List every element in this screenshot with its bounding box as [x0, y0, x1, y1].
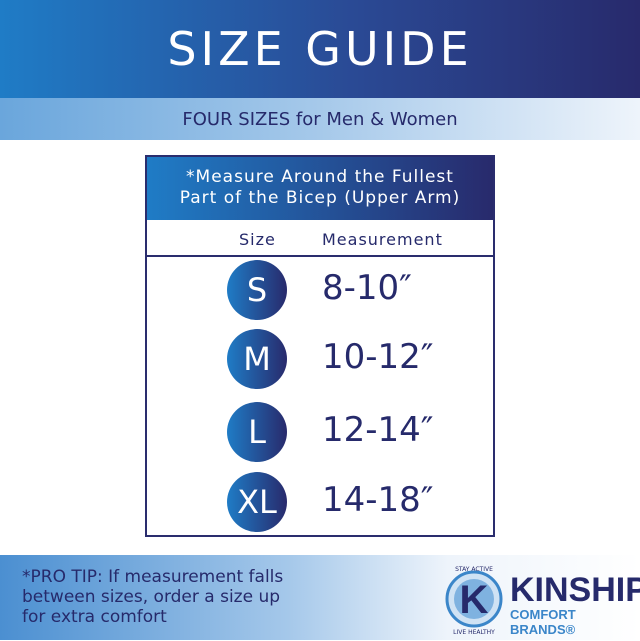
col-size: Size	[239, 230, 276, 249]
table-row: L 12-14″	[147, 402, 493, 462]
svg-text:STAY ACTIVE: STAY ACTIVE	[455, 566, 493, 573]
note-line: Part of the Bicep (Upper Arm)	[179, 188, 461, 208]
subtitle-band: FOUR SIZES for Men & Women	[0, 98, 640, 140]
table-row: M 10-12″	[147, 329, 493, 389]
footer-band: *PRO TIP: If measurement falls between s…	[0, 555, 640, 640]
svg-text:LIVE HEALTHY: LIVE HEALTHY	[453, 629, 495, 636]
column-headers: Size Measurement	[147, 220, 493, 257]
tip-line: for extra comfort	[22, 607, 167, 627]
size-badge: XL	[227, 472, 287, 532]
size-table: *Measure Around the Fullest Part of the …	[145, 155, 495, 537]
header-banner: SIZE GUIDE	[0, 0, 640, 98]
note-line: *Measure Around the Fullest	[186, 167, 454, 187]
pro-tip: *PRO TIP: If measurement falls between s…	[22, 567, 322, 627]
tip-line: between sizes, order a size up	[22, 587, 281, 607]
size-badge: M	[227, 329, 287, 389]
page-title: SIZE GUIDE	[167, 22, 473, 76]
tip-line: *PRO TIP: If measurement falls	[22, 567, 284, 587]
measurement: 12-14″	[322, 410, 434, 450]
logo-name: KINSHIP	[510, 571, 640, 609]
size-badge: L	[227, 402, 287, 462]
col-measurement: Measurement	[322, 230, 443, 249]
table-note: *Measure Around the Fullest Part of the …	[147, 157, 493, 220]
kinship-logo: K STAY ACTIVE LIVE HEALTHY KINSHIP COMFO…	[440, 561, 640, 637]
logo-brand: COMFORT BRANDS®	[510, 607, 576, 637]
measurement: 14-18″	[322, 480, 434, 520]
kinship-emblem-icon: K STAY ACTIVE LIVE HEALTHY	[445, 566, 503, 636]
table-row: XL 14-18″	[147, 472, 493, 532]
subtitle: FOUR SIZES for Men & Women	[182, 108, 458, 130]
table-row: S 8-10″	[147, 260, 493, 320]
measurement: 10-12″	[322, 337, 434, 377]
svg-text:K: K	[460, 578, 489, 622]
size-badge: S	[227, 260, 287, 320]
measurement: 8-10″	[322, 268, 412, 308]
